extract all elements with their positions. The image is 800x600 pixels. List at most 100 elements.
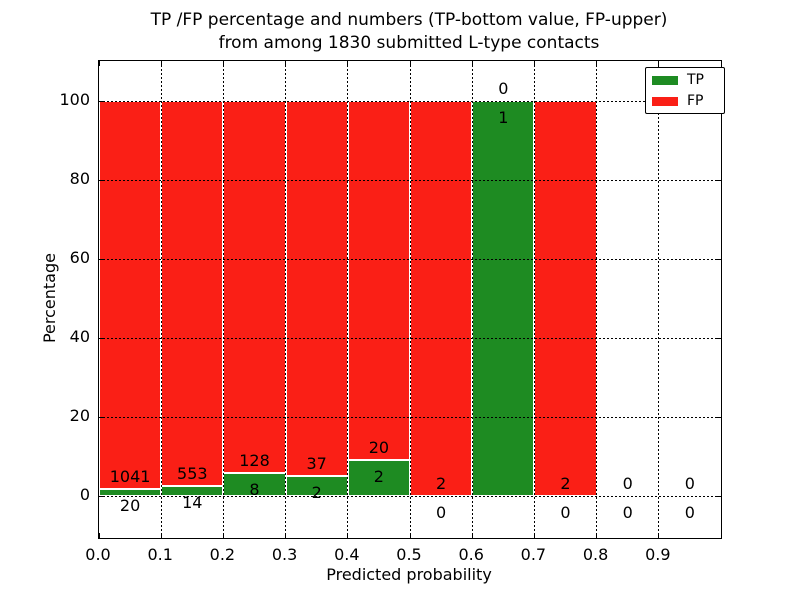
x-tick-label: 0.2 <box>209 545 236 564</box>
gridline-vertical <box>596 61 598 538</box>
x-tick-mark <box>160 533 162 538</box>
chart-title-line1: TP /FP percentage and numbers (TP-bottom… <box>150 10 668 30</box>
y-tick-mark <box>99 179 104 181</box>
gridline-horizontal <box>99 337 721 339</box>
tp-count-label: 0 <box>622 503 633 522</box>
gridline-horizontal <box>99 258 721 260</box>
tp-count-label: 0 <box>684 503 695 522</box>
gridline-vertical <box>533 61 535 538</box>
fp-bar-segment <box>410 101 473 496</box>
x-tick-label: 0.0 <box>85 545 111 564</box>
y-tick-mark <box>99 337 104 339</box>
legend-entry-fp: FP <box>652 94 718 108</box>
legend: TP FP <box>645 67 725 114</box>
x-tick-mark <box>285 61 287 66</box>
chart-title: TP /FP percentage and numbers (TP-bottom… <box>98 9 720 55</box>
fp-bar-segment <box>285 101 348 476</box>
fp-count-label: 128 <box>239 450 270 470</box>
legend-swatch-fp-icon <box>652 96 678 106</box>
y-tick-mark <box>99 258 104 260</box>
tp-count-label: 0 <box>436 503 447 522</box>
x-tick-mark <box>347 61 349 66</box>
x-tick-mark <box>658 61 660 66</box>
y-tick-label: 80 <box>69 169 90 188</box>
y-tick-mark <box>716 337 721 339</box>
fp-count-label: 2 <box>560 474 571 493</box>
tp-count-label: 2 <box>373 467 384 487</box>
fp-count-label: 2 <box>436 474 447 493</box>
gridline-vertical <box>471 61 473 538</box>
x-tick-mark <box>222 61 224 66</box>
tp-count-label: 20 <box>119 495 141 515</box>
x-tick-mark <box>596 61 598 66</box>
y-tick-mark <box>99 100 104 102</box>
x-tick-mark <box>98 533 100 538</box>
tp-bar-segment <box>347 460 410 496</box>
x-tick-label: 0.5 <box>396 545 422 564</box>
y-tick-mark <box>99 495 104 497</box>
fp-count-label: 0 <box>498 79 509 98</box>
x-tick-mark <box>409 61 411 66</box>
x-tick-label: 0.3 <box>271 545 298 564</box>
gridline-vertical <box>222 61 224 538</box>
x-tick-mark <box>160 61 162 66</box>
tp-count-label: 2 <box>311 482 322 502</box>
tp-count-label: 14 <box>182 493 203 513</box>
fp-count-label: 37 <box>306 453 327 473</box>
gridline-horizontal <box>99 416 721 418</box>
gridline-vertical <box>409 61 411 538</box>
chart-title-line2: from among 1830 submitted L-type contact… <box>218 33 600 53</box>
x-tick-label: 0.4 <box>334 545 360 564</box>
x-tick-mark <box>222 533 224 538</box>
legend-swatch-tp-icon <box>652 75 678 85</box>
x-tick-label: 0.8 <box>582 545 609 564</box>
x-tick-mark <box>533 61 535 66</box>
tp-bar-segment <box>223 472 286 496</box>
bars-layer <box>99 61 721 538</box>
gridline-vertical <box>160 61 162 538</box>
x-tick-label: 0.6 <box>458 545 484 564</box>
x-tick-mark <box>98 61 100 66</box>
fp-bar-segment <box>534 101 597 496</box>
tp-bar-segment <box>285 475 348 496</box>
y-tick-mark <box>716 495 721 497</box>
fp-count-label: 553 <box>177 464 208 484</box>
legend-label-tp: TP <box>687 72 704 88</box>
gridline-vertical <box>347 61 349 538</box>
y-tick-mark <box>99 416 104 418</box>
legend-entry-tp: TP <box>652 73 718 87</box>
x-tick-label: 0.9 <box>645 545 671 564</box>
fp-count-label: 0 <box>684 474 695 493</box>
fp-bar-segment <box>99 101 162 489</box>
y-tick-label: 20 <box>69 406 90 425</box>
y-tick-label: 60 <box>69 248 90 267</box>
tp-count-label: 8 <box>249 479 260 499</box>
x-tick-mark <box>409 533 411 538</box>
fp-count-label: 20 <box>368 438 390 458</box>
legend-label-fp: FP <box>687 93 704 109</box>
y-tick-label: 0 <box>79 485 90 504</box>
tp-bar-segment <box>161 486 224 496</box>
annotations-layer: 1041 20 553 14 128 8 37 2 20 2 2 0 0 1 2 0 0 0 0 0 <box>99 61 721 538</box>
x-tick-label: 0.1 <box>147 545 173 564</box>
fp-count-label: 0 <box>622 474 633 493</box>
y-tick-label: 40 <box>69 327 90 346</box>
y-tick-mark <box>716 416 721 418</box>
gridline-vertical <box>285 61 287 538</box>
fp-count-label: 1041 <box>109 466 151 486</box>
y-axis-label: Percentage <box>40 253 59 344</box>
y-tick-mark <box>716 258 721 260</box>
y-tick-label: 100 <box>59 90 90 109</box>
gridline-vertical <box>658 61 660 538</box>
x-tick-label: 0.7 <box>520 545 547 564</box>
ticks-layer <box>98 61 721 538</box>
tp-bar-segment <box>99 488 162 496</box>
x-axis-label: Predicted probability <box>326 565 492 584</box>
x-tick-mark <box>471 61 473 66</box>
gridline-horizontal <box>99 495 721 497</box>
plot-area: 1041 20 553 14 128 8 37 2 20 2 2 0 0 1 2 0 0 0 0 0 TP FP <box>98 60 725 539</box>
gridline-horizontal <box>99 179 721 181</box>
x-tick-mark <box>658 533 660 538</box>
x-tick-mark <box>596 533 598 538</box>
